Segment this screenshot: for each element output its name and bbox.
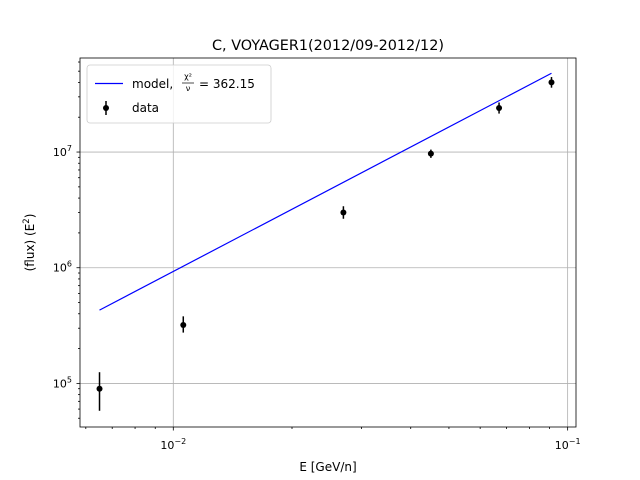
data-point — [496, 105, 503, 112]
legend-data-marker — [103, 105, 109, 111]
legend-data-label: data — [132, 101, 159, 115]
y-tick-label: 106 — [53, 260, 72, 275]
y-tick-label: 107 — [53, 144, 72, 159]
legend-chi2-value: = 362.15 — [199, 77, 255, 91]
axes: 10−2 10−1 105 106 107 — [53, 61, 581, 452]
data-point — [427, 150, 434, 157]
data-point — [96, 385, 103, 392]
x-axis-label: E [GeV/n] — [299, 460, 356, 474]
plot-frame — [79, 57, 577, 428]
model-line — [99, 72, 552, 311]
y-axis-label: (flux) (E2) — [22, 214, 37, 272]
data-point — [180, 321, 187, 328]
x-tick-label: 10−1 — [555, 437, 581, 452]
y-tick-label: 105 — [53, 375, 72, 390]
plot-content — [96, 72, 555, 411]
x-tick-label: 10−2 — [160, 437, 186, 452]
legend: model, χ² ν = 362.15 data — [86, 64, 272, 124]
legend-chi2-denominator: ν — [186, 84, 191, 93]
data-point — [548, 79, 555, 86]
chart-title: C, VOYAGER1(2012/09-2012/12) — [212, 38, 444, 54]
data-point — [340, 209, 347, 216]
legend-model-label: model, — [132, 77, 173, 91]
legend-box — [86, 64, 272, 124]
legend-chi2-numerator: χ² — [184, 72, 192, 81]
